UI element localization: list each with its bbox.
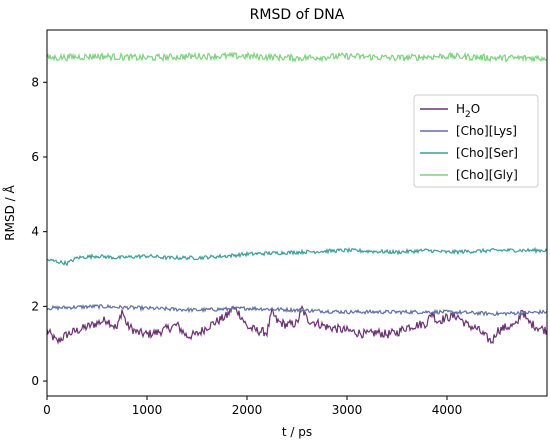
- x-tick-label-4: 4000: [432, 403, 463, 417]
- legend-box: [413, 94, 539, 188]
- x-tick-label-1: 1000: [132, 403, 163, 417]
- series-line-0: [47, 305, 547, 345]
- x-tick-label-2: 2000: [232, 403, 263, 417]
- y-tick-label-1: 2: [31, 299, 39, 313]
- legend-label-2: [Cho][Ser]: [456, 146, 518, 160]
- axes-frame: [46, 29, 548, 397]
- y-tick-label-3: 6: [31, 150, 39, 164]
- axis-ticks: 0 1000 2000 3000 4000 0 2 4 6 8: [31, 75, 462, 417]
- series-line-3: [47, 51, 547, 63]
- y-tick-label-4: 8: [31, 75, 39, 89]
- x-tick-label-0: 0: [43, 403, 51, 417]
- y-axis-label: RMSD / Å: [2, 184, 17, 240]
- y-tick-label-0: 0: [31, 374, 39, 388]
- legend-label-0: H2O: [456, 102, 480, 120]
- x-axis-label: t / ps: [282, 425, 312, 439]
- legend-label-3: [Cho][Gly]: [456, 168, 518, 182]
- plot-area: [47, 51, 547, 345]
- legend: H2O [Cho][Lys] [Cho][Ser] [Cho][Gly]: [413, 94, 539, 188]
- legend-label-1: [Cho][Lys]: [456, 124, 517, 138]
- x-tick-label-3: 3000: [332, 403, 363, 417]
- series-line-1: [47, 303, 547, 317]
- y-tick-label-2: 4: [31, 225, 39, 239]
- chart-title: RMSD of DNA: [250, 7, 345, 23]
- series-line-2: [47, 246, 547, 267]
